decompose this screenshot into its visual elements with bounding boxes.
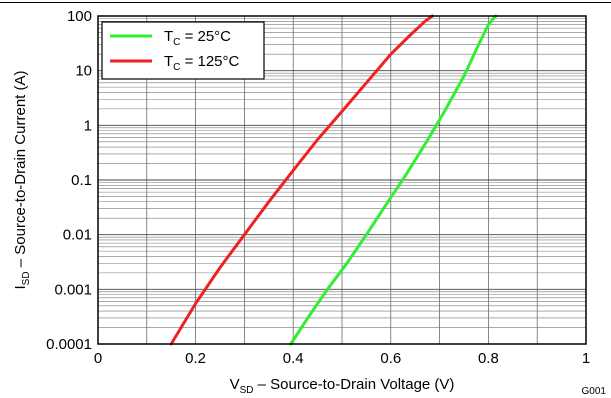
figure-id: G001 — [582, 386, 607, 397]
y-tick-label: 1 — [84, 117, 92, 134]
series-layer — [169, 14, 498, 346]
x-tick-label: 0.8 — [478, 350, 499, 367]
y-tick-label: 0.01 — [63, 227, 92, 244]
y-tick-label: 0.1 — [71, 172, 92, 189]
x-tick-label: 1 — [582, 350, 590, 367]
legend-box — [101, 21, 265, 80]
x-tick-label: 0.2 — [185, 350, 206, 367]
x-tick-labels: 0 0.2 0.4 0.6 0.8 1 — [94, 350, 590, 367]
grid — [98, 16, 586, 344]
legend-label-25c: TC = 25°C — [164, 28, 231, 48]
x-tick-label: 0.6 — [380, 350, 401, 367]
y-tick-label: 10 — [75, 63, 92, 80]
legend: TC = 25°C TC = 125°C — [101, 21, 265, 80]
series-line-0 — [289, 14, 498, 346]
series-line-1 — [169, 14, 434, 346]
y-tick-label: 0.001 — [54, 281, 92, 298]
y-tick-label: 100 — [67, 8, 92, 25]
top-rule — [0, 2, 611, 3]
y-axis-label: ISD – Source-to-Drain Current (A) — [12, 71, 32, 290]
y-tick-labels: 0.0001 0.001 0.01 0.1 1 10 100 — [46, 8, 92, 353]
legend-label-125c: TC = 125°C — [164, 53, 240, 73]
y-tick-label: 0.0001 — [46, 336, 92, 353]
x-tick-label: 0.4 — [283, 350, 304, 367]
plot-frame — [97, 15, 587, 345]
x-tick-label: 0 — [94, 350, 102, 367]
x-axis-label: VSD – Source-to-Drain Voltage (V) — [230, 376, 455, 396]
